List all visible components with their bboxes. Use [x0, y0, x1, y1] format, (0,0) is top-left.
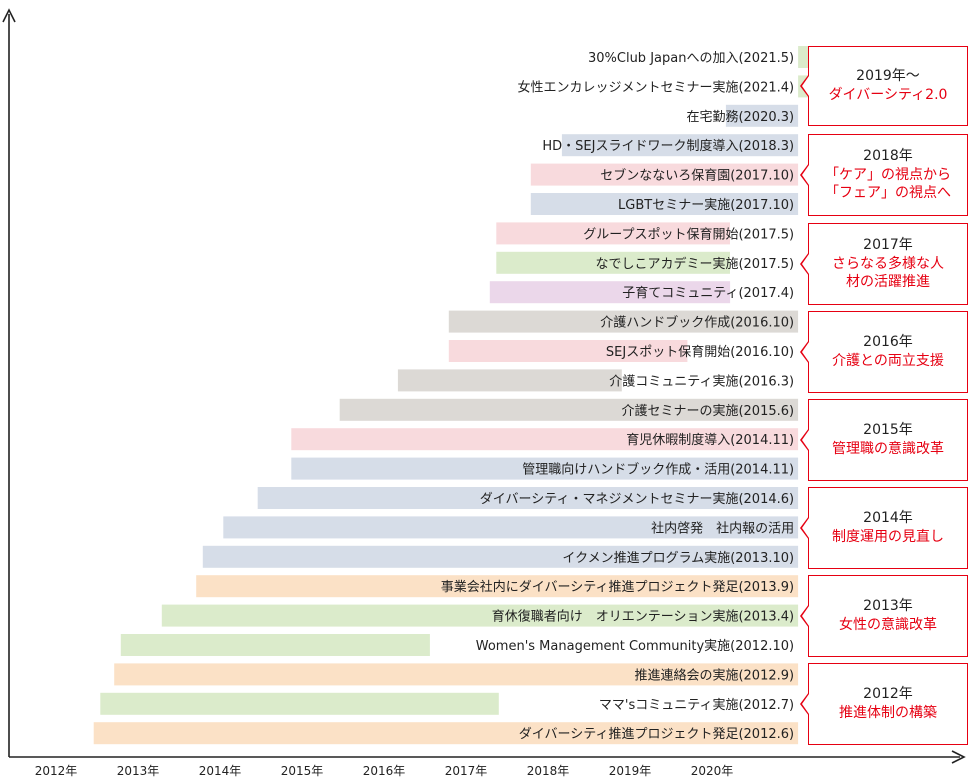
phase-box-2012: 2012年 推進体制の構築	[808, 663, 968, 745]
phase-theme: 制度運用の見直し	[832, 529, 944, 545]
timeline-bar-label: LGBTセミナー実施(2017.10)	[618, 197, 794, 213]
phase-year: 2016年	[863, 334, 913, 351]
timeline-bar	[496, 222, 730, 245]
timeline-bar	[397, 369, 622, 392]
phase-theme: ダイバーシティ2.0	[828, 87, 948, 103]
timeline-bar-label: ダイバーシティ推進プロジェクト発足(2012.6)	[519, 727, 794, 742]
phase-year: 2014年	[863, 510, 913, 527]
timeline-bar-label: 管理職向けハンドブック作成・活用(2014.11)	[522, 462, 794, 478]
phase-box-2019: 2019年～ ダイバーシティ2.0	[808, 46, 968, 126]
timeline-bar	[561, 134, 799, 157]
phase-pointer-2015	[800, 428, 809, 452]
phase-pointer-2012	[800, 692, 809, 716]
x-tick-label: 2020年	[691, 764, 734, 778]
timeline-bar-label: 育休復職者向け オリエンテーション実施(2013.4)	[492, 609, 794, 625]
x-tick-label: 2018年	[527, 764, 570, 778]
timeline-bar-label: 社内啓発 社内報の活用	[651, 520, 794, 536]
phase-pointer-2016	[800, 340, 809, 364]
timeline-bar	[114, 663, 799, 686]
timeline-bar-label: イクメン推進プログラム実施(2013.10)	[562, 550, 794, 566]
timeline-bar-label: 介護コミュニティ実施(2016.3)	[609, 373, 794, 389]
phase-pointer-2013	[800, 604, 809, 628]
timeline-bar-label: 育児休暇制度導入(2014.11)	[626, 432, 794, 448]
timeline-bar-label: ダイバーシティ・マネジメントセミナー実施(2014.6)	[480, 491, 794, 507]
timeline-bar	[448, 310, 799, 333]
x-axis-arrowhead	[951, 750, 966, 764]
timeline-bar-label: Women's Management Community実施(2012.10)	[476, 638, 794, 654]
timeline-bar-label: 30%Club Japanへの加入(2021.5)	[588, 51, 794, 66]
timeline-bar	[725, 104, 799, 127]
timeline-bar-label: 子育てコミュニティ(2017.4)	[622, 285, 794, 301]
phase-box-2017: 2017年 さらなる多様な人材の活躍推進	[808, 223, 968, 305]
timeline-bar-label: グループスポット保育開始(2017.5)	[583, 226, 794, 242]
timeline-bar	[202, 545, 799, 568]
timeline-bar-label: 女性エンカレッジメントセミナー実施(2021.4)	[517, 79, 794, 95]
timeline-bar	[93, 722, 799, 745]
timeline-bar	[120, 634, 430, 656]
timeline-bar-label: SEJスポット保育開始(2016.10)	[606, 344, 794, 360]
axis-layer	[2, 8, 966, 764]
x-tick-label: 2014年	[199, 764, 242, 778]
x-tick-labels: 2012年 2013年 2014年 2015年 2016年 2017年 2018年 2019年…	[35, 764, 734, 778]
phase-theme: 介護との両立支援	[832, 353, 944, 369]
phase-pointer-2018	[800, 163, 809, 187]
timeline-bar-label: セブンなないろ保育園(2017.10)	[600, 168, 794, 184]
x-tick-label: 2013年	[117, 764, 160, 778]
phase-pointer-2017	[800, 252, 809, 276]
phase-box-2018: 2018年 「ケア」の視点から「フェア」の視点へ	[808, 134, 968, 216]
timeline-bar	[530, 193, 799, 215]
phase-box-2013: 2013年 女性の意識改革	[808, 575, 968, 657]
x-tick-label: 2016年	[363, 764, 406, 778]
timeline-bar	[489, 281, 731, 304]
phase-box-2014: 2014年 制度運用の見直し	[808, 487, 968, 569]
timeline-bar-label: 介護ハンドブック作成(2016.10)	[600, 315, 794, 331]
x-tick-label: 2012年	[35, 764, 78, 778]
timeline-bar-label: なでしこアカデミー実施(2017.5)	[595, 256, 794, 272]
phase-year: 2019年～	[856, 68, 920, 85]
phase-pointer-2019	[800, 74, 809, 98]
timeline-bar-label: 介護セミナーの実施(2015.6)	[621, 403, 794, 419]
phase-box-2015: 2015年 管理職の意識改革	[808, 399, 968, 481]
timeline-bar	[257, 487, 799, 509]
timeline-bar-label: HD・SEJスライドワーク制度導入(2018.3)	[542, 138, 794, 154]
timeline-bar-label: ママ'sコミュニティ実施(2012.7)	[599, 697, 794, 713]
phase-theme: 「ケア」の視点から「フェア」の視点へ	[825, 166, 951, 202]
timeline-bar	[196, 575, 799, 598]
phase-pointer-2014	[800, 516, 809, 540]
phase-box-2016: 2016年 介護との両立支援	[808, 311, 968, 393]
timeline-bar-label: 在宅勤務(2020.3)	[686, 110, 794, 125]
timeline-bar	[100, 692, 499, 715]
phase-year: 2017年	[863, 236, 913, 253]
timeline-bar	[339, 398, 799, 421]
phase-year: 2013年	[863, 598, 913, 615]
timeline-bar	[448, 340, 688, 362]
bars-layer: 30%Club Japanへの加入(2021.5) 女性エンカレッジメントセミナー…	[93, 46, 825, 745]
x-tick-label: 2019年	[609, 764, 652, 778]
x-tick-label: 2015年	[281, 764, 324, 778]
phase-year: 2015年	[863, 422, 913, 439]
timeline-bar	[161, 604, 799, 627]
timeline-bar	[291, 428, 799, 451]
timeline-bar	[496, 251, 730, 274]
timeline-bar	[291, 457, 799, 480]
phase-year: 2018年	[863, 147, 913, 164]
phase-theme: 管理職の意識改革	[832, 441, 944, 457]
timeline-bar-label: 事業会社内にダイバーシティ推進プロジェクト発足(2013.9)	[441, 579, 794, 595]
y-axis-arrowhead	[2, 8, 16, 23]
timeline-bar	[530, 163, 799, 186]
timeline-bar	[223, 516, 799, 539]
x-tick-label: 2017年	[445, 764, 488, 778]
phase-theme: 女性の意識改革	[839, 617, 937, 633]
phase-theme: 推進体制の構築	[839, 705, 937, 721]
timeline-bar-label: 推進連絡会の実施(2012.9)	[634, 667, 794, 683]
phase-year: 2012年	[863, 686, 913, 703]
phase-theme: さらなる多様な人材の活躍推進	[832, 255, 944, 291]
